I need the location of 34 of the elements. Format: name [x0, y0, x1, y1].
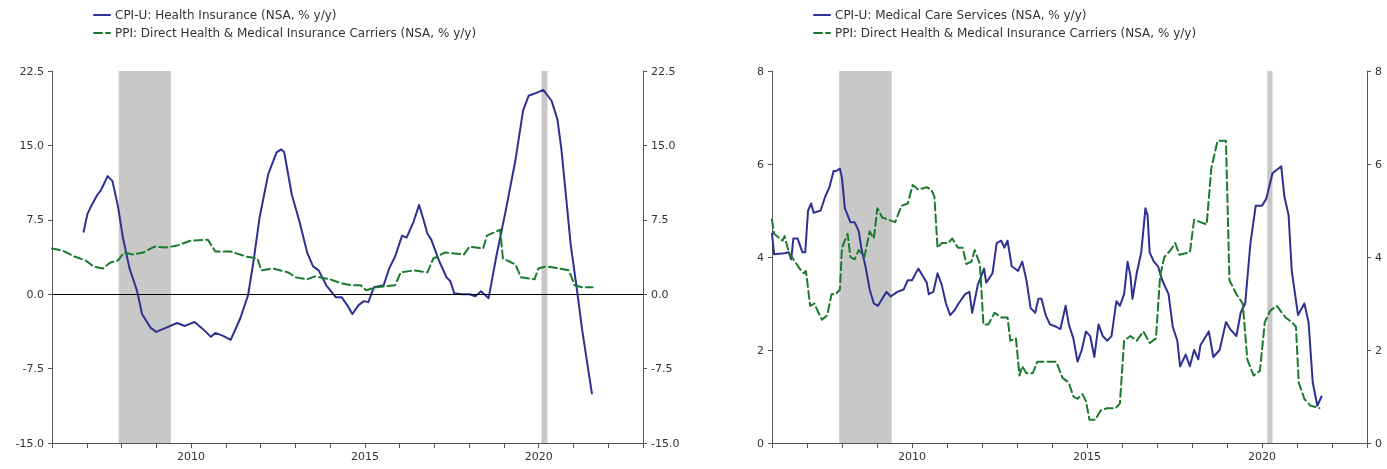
y-tick-label: 7.5 — [26, 213, 44, 227]
legend-label: PPI: Direct Health & Medical Insurance Carriers (NSA, % y/y) — [115, 26, 477, 40]
legend-label: CPI-U: Health Insurance (NSA, % y/y) — [115, 8, 337, 22]
y-tick-label: 0.0 — [26, 287, 44, 301]
y-tick-label: 8 — [757, 64, 764, 78]
line-series — [51, 228, 594, 292]
y2-tick-label: 6 — [1375, 157, 1382, 171]
y2-tick-label: 0.0 — [651, 287, 669, 301]
y-tick-label: 2 — [757, 343, 764, 357]
y2-tick-label: 15.0 — [651, 138, 676, 152]
y-tick-label: 0 — [757, 436, 764, 450]
y-tick-label: 22.5 — [19, 64, 44, 78]
y2-tick-label: 8 — [1375, 64, 1382, 78]
y-tick-label: 15.0 — [19, 138, 44, 152]
x-tick-label: 2020 — [524, 450, 553, 463]
x-tick-label: 2015 — [1073, 450, 1101, 463]
y-tick-label: -7.5 — [22, 362, 44, 376]
x-tick-label: 2010 — [177, 450, 206, 463]
y2-tick-label: 22.5 — [651, 64, 676, 78]
y-tick-label: 6 — [757, 157, 764, 171]
y2-tick-label: 4 — [1375, 250, 1382, 264]
y2-tick-label: -7.5 — [651, 362, 673, 376]
y2-tick-label: 0 — [1375, 436, 1382, 450]
legend-label: CPI-U: Medical Care Services (NSA, % y/y) — [835, 8, 1087, 22]
x-tick-label: 2020 — [1248, 450, 1276, 463]
x-tick-label: 2010 — [898, 450, 926, 463]
x-tick-label: 2015 — [350, 450, 379, 463]
y2-tick-label: 7.5 — [651, 213, 669, 227]
y-tick-label: -15.0 — [15, 436, 44, 450]
line-series — [82, 88, 593, 395]
y-tick-label: 4 — [757, 250, 764, 264]
legend-label: PPI: Direct Health & Medical Insurance Carriers (NSA, % y/y) — [835, 26, 1197, 40]
y2-tick-label: 2 — [1375, 343, 1382, 357]
y2-tick-label: -15.0 — [651, 436, 680, 450]
